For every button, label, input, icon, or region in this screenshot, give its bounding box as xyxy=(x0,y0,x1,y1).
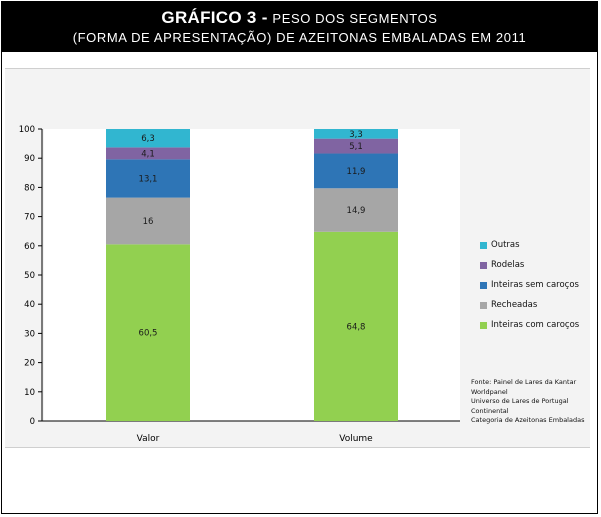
data-label: 6,3 xyxy=(141,134,155,144)
source-line: Universo de Lares de Portugal xyxy=(471,397,569,405)
legend-item: Inteiras com caroços xyxy=(480,315,579,335)
y-tick-label: 80 xyxy=(24,183,35,193)
y-tick-label: 0 xyxy=(30,417,35,427)
legend-item: Recheadas xyxy=(480,295,579,315)
bar-segment xyxy=(314,129,398,139)
legend-swatch xyxy=(480,321,487,329)
bar-segment xyxy=(106,159,190,198)
bar-segment xyxy=(314,231,398,421)
legend-swatch xyxy=(480,281,487,289)
data-label: 5,1 xyxy=(349,142,363,152)
source-line: Fonte: Painel de Lares da Kantar xyxy=(471,378,577,386)
x-category-label: Valor xyxy=(137,434,160,444)
chart-subtitle: (FORMA DE APRESENTAÇÃO) DE AZEITONAS EMB… xyxy=(72,30,527,45)
data-label: 16 xyxy=(143,217,154,227)
y-tick-label: 60 xyxy=(24,242,35,252)
data-label: 64,8 xyxy=(347,322,366,332)
data-label: 13,1 xyxy=(139,174,158,184)
source-line: Worldpanel xyxy=(471,387,508,396)
y-tick-label: 70 xyxy=(24,213,35,223)
legend-swatch xyxy=(480,301,487,309)
x-category-label: Volume xyxy=(339,434,373,444)
chart-title: GRÁFICO 3 - PESO DOS SEGMENTOS xyxy=(2,8,597,28)
bar-segment xyxy=(106,129,190,148)
y-tick-label: 10 xyxy=(24,388,35,398)
data-label: 4,1 xyxy=(141,149,155,159)
y-tick-label: 20 xyxy=(24,359,35,369)
legend-swatch xyxy=(480,261,487,269)
source-line: Categoria de Azeitonas Embaladas xyxy=(471,416,585,424)
title-bar: GRÁFICO 3 - PESO DOS SEGMENTOS (FORMA DE… xyxy=(2,2,597,52)
data-label: 14,9 xyxy=(347,206,366,216)
data-label: 60,5 xyxy=(139,329,158,339)
legend-item: Inteiras sem caroços xyxy=(480,275,579,295)
y-tick-label: 30 xyxy=(24,329,35,339)
legend-label: Rodelas xyxy=(491,260,525,270)
source-note: Fonte: Painel de Lares da Kantar Worldpan… xyxy=(471,378,584,426)
legend-item: Rodelas xyxy=(480,255,579,275)
data-label: 11,9 xyxy=(347,167,366,177)
legend-label: Inteiras com caroços xyxy=(491,320,580,330)
chart-title-bold: GRÁFICO 3 - xyxy=(161,8,268,27)
y-tick-label: 100 xyxy=(19,125,35,135)
bar-segment xyxy=(314,188,398,232)
chart-legend: Outras Rodelas Inteiras sem caroços Rechead… xyxy=(480,235,579,335)
y-tick-label: 40 xyxy=(24,300,35,310)
bar-segment xyxy=(106,197,190,245)
bar-segment xyxy=(314,153,398,189)
legend-label: Inteiras sem caroços xyxy=(491,280,579,290)
bar-segment xyxy=(314,138,398,154)
legend-item: Outras xyxy=(480,235,579,255)
y-tick-label: 90 xyxy=(24,154,35,164)
chart-title-line1: PESO DOS SEGMENTOS xyxy=(272,11,438,26)
data-label: 3,3 xyxy=(349,130,363,140)
legend-label: Outras xyxy=(491,240,520,250)
legend-label: Recheadas xyxy=(491,300,538,310)
source-line: Continental xyxy=(471,406,509,415)
bar-segment xyxy=(106,244,190,421)
y-tick-label: 50 xyxy=(24,271,35,281)
bar-segment xyxy=(106,147,190,160)
legend-swatch xyxy=(480,241,487,249)
